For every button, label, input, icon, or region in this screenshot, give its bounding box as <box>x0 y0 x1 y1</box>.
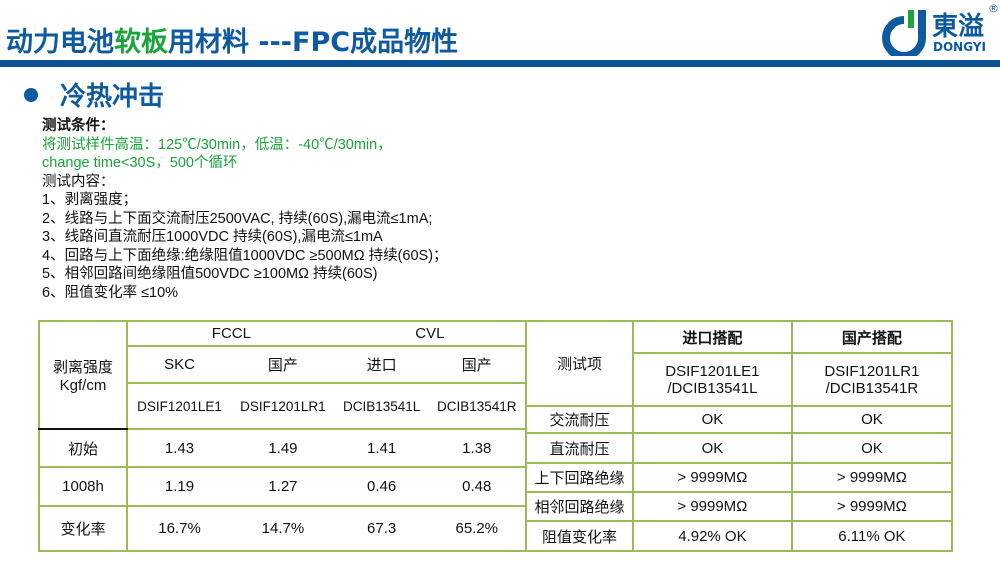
cell: > 9999MΩ <box>790 491 954 522</box>
cell: 14.7% <box>231 505 335 552</box>
cell: OK <box>632 405 793 434</box>
section-title: 冷热冲击 <box>24 76 164 113</box>
cell: > 9999MΩ <box>632 491 793 522</box>
content-label: 测试内容： <box>42 173 115 190</box>
condition-line: change time<30S，500个循环 <box>42 155 238 171</box>
cell: 0.46 <box>334 466 429 507</box>
logo-cn: 東溢 <box>932 12 985 42</box>
test-conditions: 测试条件： 将测试样件高温：125℃/30min，低温：-40℃/30min， … <box>42 117 448 302</box>
model-line: DSIF1201LR1 <box>824 362 920 380</box>
title-part1: 动力电池 <box>6 27 114 58</box>
model-line: DSIF1201LE1 <box>665 362 760 380</box>
row-label: 上下回路绝缘 <box>525 462 634 493</box>
model-header: DCIB13541L <box>334 382 429 430</box>
column-model: DSIF1201LR1/DCIB13541R <box>790 352 954 407</box>
section-title-text: 冷热冲击 <box>60 82 165 112</box>
cell: 65.2% <box>428 505 525 552</box>
model-header: DSIF1201LE1 <box>127 382 232 430</box>
cell: OK <box>790 432 954 464</box>
cell: 6.11% OK <box>790 520 954 552</box>
title-green: 软板 <box>114 27 168 58</box>
table-row: 相邻回路绝缘 > 9999MΩ > 9999MΩ <box>525 491 954 522</box>
content-item: 2、线路与上下面交流耐压2500VAC, 持续(60S),漏电流≤1mA; <box>42 210 433 227</box>
cell: 0.48 <box>428 466 525 507</box>
logo-d-icon <box>882 10 926 56</box>
row-label: 阻值变化率 <box>525 520 634 552</box>
model-line: /DCIB13541R <box>825 379 919 397</box>
header-divider <box>0 60 1000 67</box>
content-item: 5、相邻回路间绝缘阻值500VDC ≥100MΩ 持续(60S) <box>42 266 378 282</box>
table-row: 交流耐压 OK OK <box>525 405 954 434</box>
cell: 1.43 <box>127 428 232 468</box>
group-header: FCCL <box>127 320 335 347</box>
cell: 4.92% OK <box>632 520 793 552</box>
content-item: 3、线路间直流耐压1000VDC 持续(60S),漏电流≤1mA <box>42 229 383 245</box>
page-title: 动力电池软板用材料 ---FPC成品物性 <box>6 20 458 59</box>
column-model: DSIF1201LE1/DCIB13541L <box>632 352 793 407</box>
cell: 1.38 <box>428 428 525 468</box>
source-header: 进口 <box>334 345 429 384</box>
source-header: 国产 <box>231 345 335 384</box>
corner-line: 剥离强度 <box>52 359 113 376</box>
row-label: 1008h <box>38 466 128 507</box>
cell: 1.49 <box>231 428 335 468</box>
cell: 1.27 <box>231 466 335 507</box>
row-label: 初始 <box>38 428 128 468</box>
bullet-icon <box>24 87 38 102</box>
condition-line: 将测试样件高温：125℃/30min，低温：-40℃/30min， <box>42 136 392 153</box>
cell: OK <box>632 432 793 464</box>
conditions-label: 测试条件： <box>42 118 115 134</box>
row-label: 交流耐压 <box>525 405 634 434</box>
electrical-test-table: 测试项 进口搭配 国产搭配 DSIF1201LE1/DCIB13541L DSI… <box>525 320 954 552</box>
content-item: 1、剥离强度； <box>42 192 138 208</box>
cell: 1.19 <box>127 466 232 507</box>
row-label: 直流耐压 <box>525 432 634 464</box>
row-label: 相邻回路绝缘 <box>525 491 634 522</box>
corner-line: Kgf/cm <box>59 377 107 394</box>
table-row: 直流耐压 OK OK <box>525 432 954 464</box>
content-item: 6、阻值变化率 ≤10% <box>42 284 179 301</box>
table-row: 上下回路绝缘 > 9999MΩ > 9999MΩ <box>525 462 954 493</box>
model-line: /DCIB13541L <box>667 379 758 397</box>
group-header: CVL <box>334 320 525 347</box>
corner-header: 剥离强度 Kgf/cm <box>38 320 128 430</box>
table-row: 阻值变化率 4.92% OK 6.11% OK <box>525 520 954 552</box>
table-row: 变化率 16.7% 14.7% 67.3 65.2% <box>38 505 525 552</box>
model-header: DCIB13541R <box>428 382 525 430</box>
cell: > 9999MΩ <box>790 462 954 493</box>
cell: 67.3 <box>334 505 429 552</box>
source-header: 国产 <box>428 345 525 384</box>
content-item: 4、回路与上下面绝缘:绝缘阻值1000VDC ≥500MΩ 持续(60S)； <box>42 247 448 264</box>
logo: 東溢 DONGYI ® <box>880 2 1000 60</box>
title-part2: 用材料 ---FPC成品物性 <box>168 27 459 58</box>
item-header: 测试项 <box>525 320 634 407</box>
cell: OK <box>790 405 954 434</box>
column-title: 进口搭配 <box>632 320 793 354</box>
source-header: SKC <box>127 345 232 384</box>
model-header: DSIF1201LR1 <box>231 382 335 430</box>
peel-strength-table: 剥离强度 Kgf/cm FCCL CVL SKC 国产 进口 国产 DSIF120… <box>38 320 525 552</box>
logo-en: DONGYI <box>933 40 986 54</box>
cell: 16.7% <box>127 505 232 552</box>
cell: 1.41 <box>334 428 429 468</box>
table-row: 1008h 1.19 1.27 0.46 0.48 <box>38 466 525 507</box>
row-label: 变化率 <box>38 505 128 552</box>
table-row: 初始 1.43 1.49 1.41 1.38 <box>38 428 525 468</box>
column-title: 国产搭配 <box>790 320 954 354</box>
cell: > 9999MΩ <box>632 462 793 493</box>
registered-mark: ® <box>988 2 999 15</box>
